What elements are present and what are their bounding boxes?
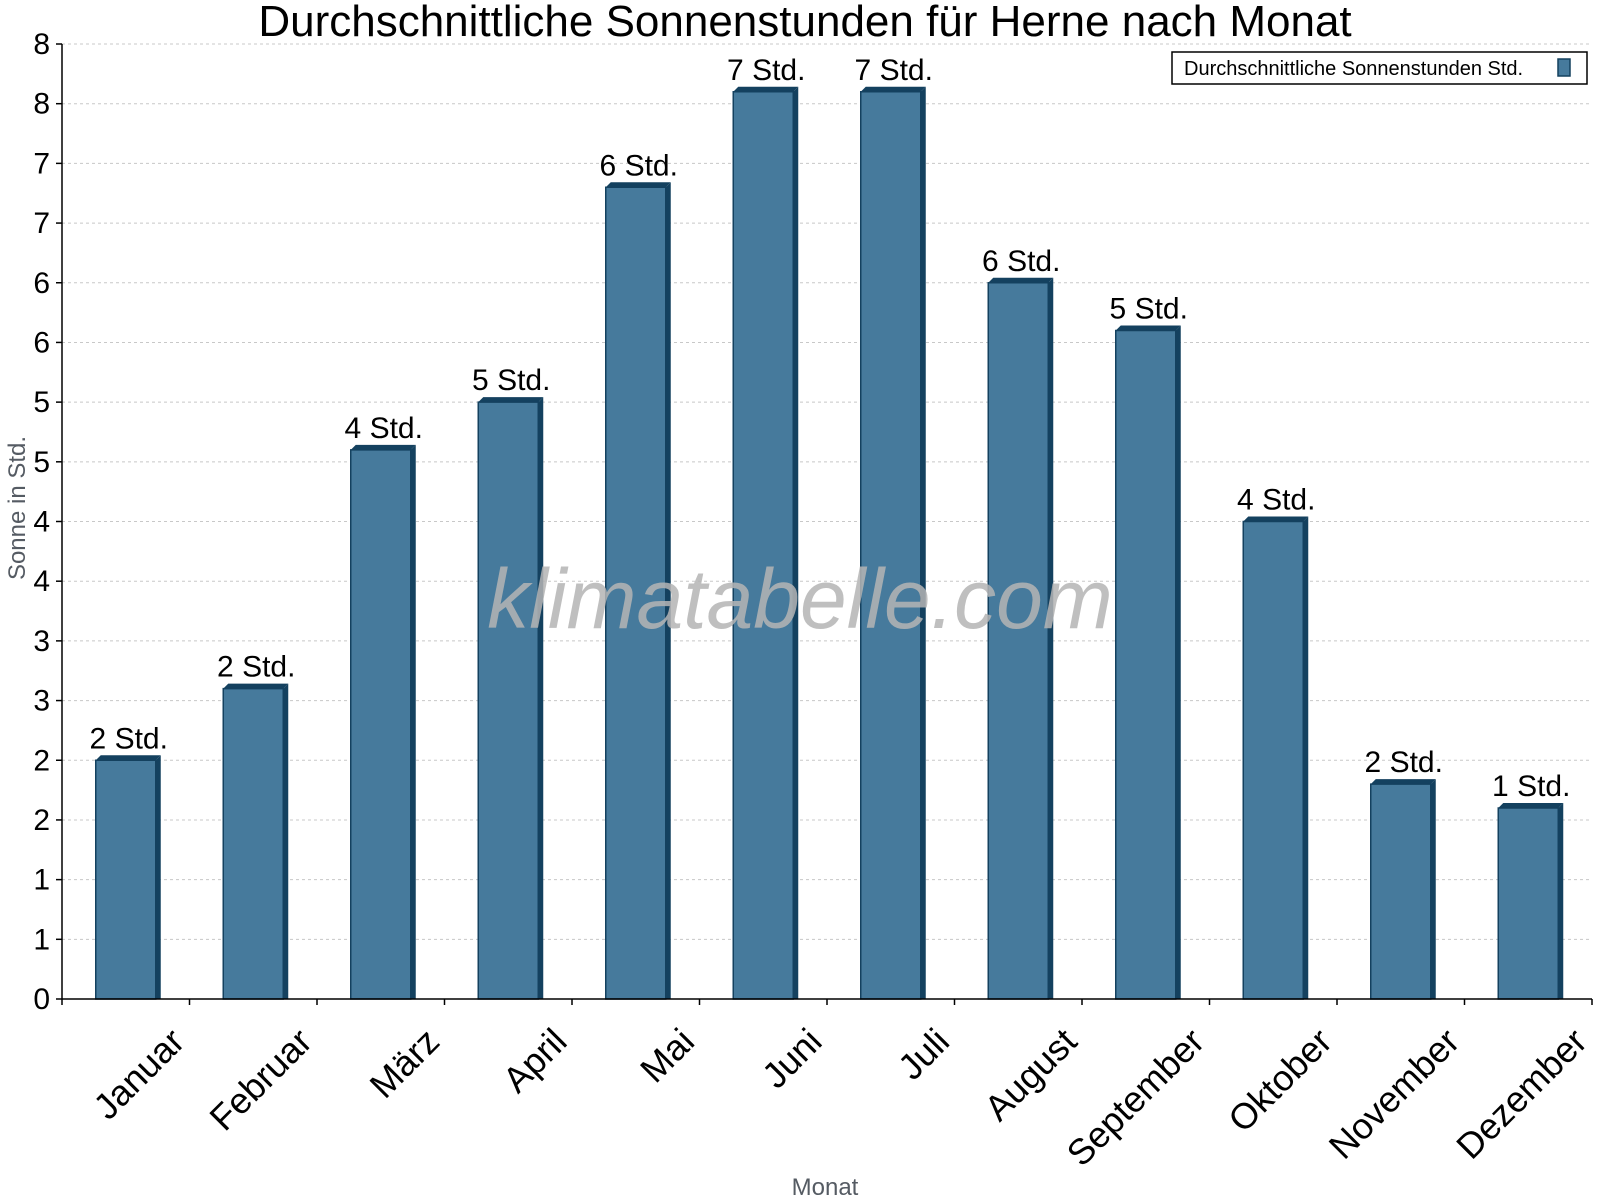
x-tick-label: Juni [754,1020,830,1096]
y-tick-label: 7 [33,147,50,180]
x-tick-label: November [1321,1020,1467,1166]
x-tick-label: Oktober [1220,1020,1340,1140]
bar-top [605,182,671,188]
bar-side [538,397,544,999]
bar-side [920,86,926,999]
x-tick-label: Februar [201,1020,319,1138]
watermark: klimatabelle.com [487,552,1113,646]
y-tick-label: 5 [33,446,50,479]
x-tick-label: Januar [85,1020,192,1127]
grid [62,43,1592,940]
y-tick-label: 2 [33,804,50,837]
y-tick-label: 4 [33,565,50,598]
bar-top [1498,803,1564,808]
x-tick-label: April [495,1020,575,1100]
bar-side [665,182,671,999]
y-tick-labels: 0 1 1 2 2 3 3 4 4 5 5 6 6 7 7 8 8 [33,28,50,1016]
bar-top [223,683,289,689]
data-label: 7 Std. [855,54,933,87]
bar-side [1303,516,1309,999]
y-tick-label: 8 [33,28,50,61]
y-tick-label: 3 [33,685,50,718]
x-tick-label: Dezember [1448,1020,1594,1166]
bar-side [793,86,799,999]
bar [732,91,794,1000]
bar [987,282,1049,1000]
bar-top [1370,779,1436,785]
bar-top [860,86,926,92]
y-tick-label: 3 [33,625,50,658]
data-label: 4 Std. [1237,484,1315,517]
y-tick-label: 1 [33,923,50,956]
bar-top [1243,516,1309,522]
bar-side [155,755,161,999]
bar-side [1048,277,1054,999]
x-axis-label: Monat [792,1174,859,1200]
y-axis-label: Sonne in Std. [4,436,31,580]
bar [350,449,412,1000]
legend-entry: Durchschnittliche Sonnenstunden Std. [1184,58,1523,80]
bar [95,759,157,1000]
y-tick-label: 7 [33,207,50,240]
bar [605,186,667,1000]
bar-top [1115,325,1181,331]
bar-top [350,444,416,450]
y-tick-label: 6 [33,326,50,359]
bar [1497,807,1559,1000]
legend-swatch [1557,58,1571,77]
y-tick-label: 8 [33,88,50,121]
data-labels: 2 Std. 2 Std. 4 Std. 5 Std. 6 Std. 7 Std. 7 St… [90,54,1571,803]
axes [56,43,1593,1005]
y-tick-label: 6 [33,267,50,300]
bar [1370,783,1432,1000]
bar-top [988,277,1054,283]
x-tick-label: September [1059,1020,1213,1174]
data-label: 2 Std. [217,651,295,684]
data-label: 1 Std. [1492,770,1570,803]
bar [477,401,539,1000]
x-tick-label: Juli [890,1020,957,1087]
y-tick-label: 2 [33,744,50,777]
bar-top [733,86,799,92]
y-tick-label: 4 [33,506,50,539]
bar-side [1430,779,1436,999]
bar [1242,520,1304,1000]
bar [860,91,922,1000]
y-tick-label: 1 [33,864,50,897]
data-label: 2 Std. [1365,746,1443,779]
legend-box [1171,51,1588,85]
data-label: 4 Std. [345,412,423,445]
bars [95,86,1564,1000]
x-tick-label: August [976,1020,1084,1128]
bar-side [410,444,416,999]
bar-side [1558,803,1564,999]
chart-title: Durchschnittliche Sonnenstunden für Hern… [258,0,1351,46]
bar [222,687,284,1000]
legend: Durchschnittliche Sonnenstunden Std. [1171,51,1588,85]
x-tick-label: März [362,1020,448,1106]
y-tick-label: 0 [33,983,50,1016]
bar-top [95,755,161,761]
data-label: 2 Std. [90,722,168,755]
y-tick-label: 5 [33,386,50,419]
data-label: 5 Std. [472,364,550,397]
data-label: 5 Std. [1110,293,1188,326]
bar-side [283,683,289,999]
data-label: 7 Std. [727,54,805,87]
bar-top [478,397,544,403]
data-label: 6 Std. [982,245,1060,278]
bar-side [1175,325,1181,999]
x-tick-labels: Januar Februar März April Mai Juni Juli AugustS… [85,1020,1594,1174]
x-tick-label: Mai [632,1020,702,1090]
bar [1115,329,1177,1000]
data-label: 6 Std. [600,149,678,182]
